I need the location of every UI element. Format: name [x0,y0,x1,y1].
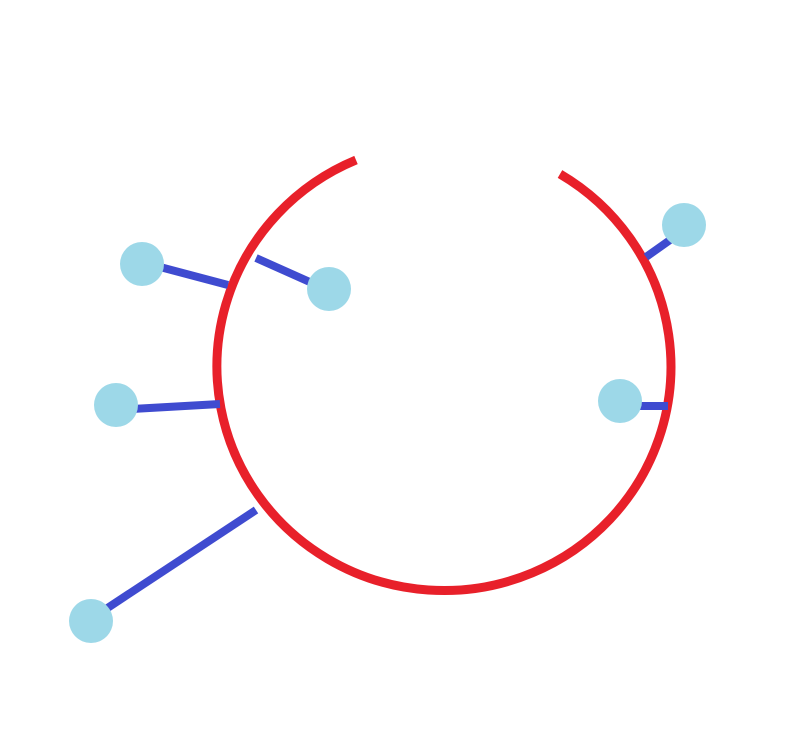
pin-upper-left-outward [120,242,230,289]
pin-head [662,203,706,247]
pin-left-outward [94,383,221,427]
pin-stem [254,254,314,287]
pin-head [307,267,351,311]
pin-stem [131,400,221,413]
pin-stem [643,236,673,261]
pin-upper-right-outward [643,203,706,261]
pin-head [94,383,138,427]
pin-head [69,599,113,643]
pin-head [598,379,642,423]
pin-right-inward [598,379,668,423]
pin-stem [158,263,230,289]
open-ring-arc [212,155,676,595]
pin-upper-left-inward [254,254,351,311]
pin-stem [103,506,259,613]
pin-lower-left-outward [69,506,259,643]
pin-head [120,242,164,286]
